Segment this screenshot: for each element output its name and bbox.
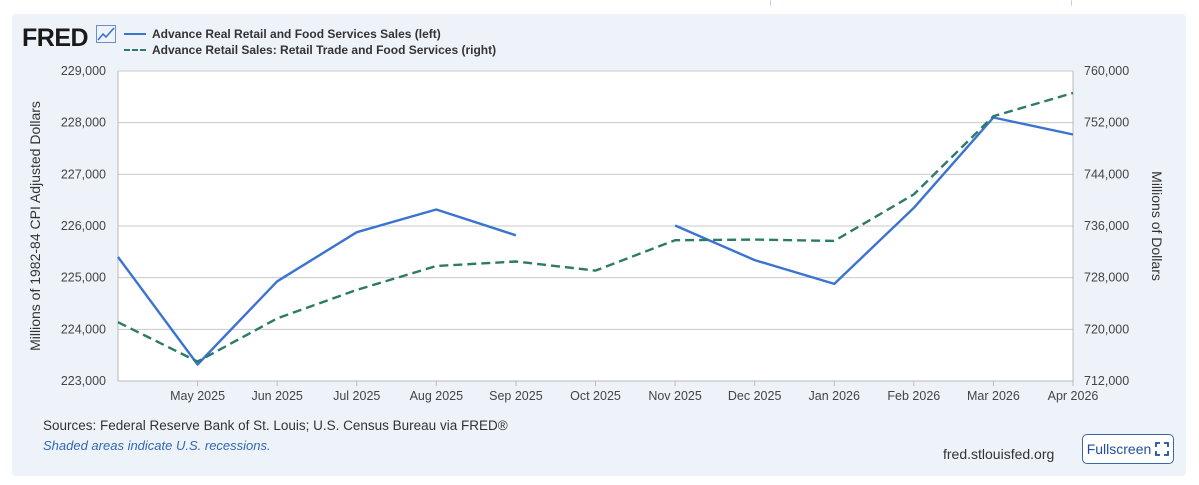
series-line-retail-sales (117, 91, 1074, 363)
y-right-tick-label: 712,000 (1084, 374, 1129, 388)
y-left-tick-label: 228,000 (61, 116, 106, 130)
y-left-tick-label: 227,000 (61, 167, 106, 181)
y-left-tick-label: 223,000 (61, 374, 106, 388)
x-tick-label: Aug 2025 (410, 389, 464, 403)
fullscreen-button[interactable]: Fullscreen (1082, 434, 1174, 464)
legend-label: Advance Real Retail and Food Services Sa… (152, 27, 441, 41)
x-tick-label: Nov 2025 (648, 389, 702, 403)
y-right-tick-label: 720,000 (1084, 322, 1129, 336)
sources-text: Sources: Federal Reserve Bank of St. Lou… (43, 418, 508, 433)
x-tick-label: Apr 2026 (1048, 389, 1099, 403)
expand-icon (1155, 442, 1170, 456)
x-tick-label: May 2025 (170, 389, 225, 403)
y-right-tick-label: 728,000 (1084, 271, 1129, 285)
series-line-real-sales (117, 208, 517, 366)
x-tick-label: Mar 2026 (967, 389, 1020, 403)
legend-swatch-dashed (124, 49, 146, 51)
top-divider (770, 0, 1072, 6)
y-left-tick-label: 229,000 (61, 64, 106, 78)
x-tick-label: Feb 2026 (887, 389, 940, 403)
x-tick-label: Sep 2025 (489, 389, 543, 403)
legend-item-retail-sales[interactable]: Advance Retail Sales: Retail Trade and F… (124, 43, 496, 57)
recession-note: Shaded areas indicate U.S. recessions. (43, 438, 271, 453)
y-right-tick-label: 744,000 (1084, 167, 1129, 181)
y-right-tick-label: 736,000 (1084, 219, 1129, 233)
series-line-real-sales (674, 116, 1074, 286)
y-right-axis-title: Millions of Dollars (1149, 171, 1165, 281)
x-tick-label: Dec 2025 (728, 389, 782, 403)
x-tick-label: Jul 2025 (333, 389, 380, 403)
chart-line-icon (96, 25, 116, 43)
y-right-tick-label: 760,000 (1084, 64, 1129, 78)
y-left-axis-title: Millions of 1982-84 CPI Adjusted Dollars (27, 101, 43, 351)
fred-logo: FRED (22, 24, 89, 52)
y-left-tick-label: 226,000 (61, 219, 106, 233)
y-left-tick-label: 224,000 (61, 322, 106, 336)
fullscreen-label: Fullscreen (1086, 441, 1152, 457)
legend-swatch-solid (124, 33, 146, 35)
legend-item-real-sales[interactable]: Advance Real Retail and Food Services Sa… (124, 27, 441, 41)
x-tick-label: Jun 2025 (251, 389, 302, 403)
x-tick-label: Oct 2025 (570, 389, 621, 403)
site-url[interactable]: fred.stlouisfed.org (943, 446, 1055, 462)
y-right-tick-label: 752,000 (1084, 116, 1129, 130)
x-tick-label: Jan 2026 (809, 389, 860, 403)
y-left-tick-label: 225,000 (61, 271, 106, 285)
legend-label: Advance Retail Sales: Retail Trade and F… (152, 43, 497, 57)
